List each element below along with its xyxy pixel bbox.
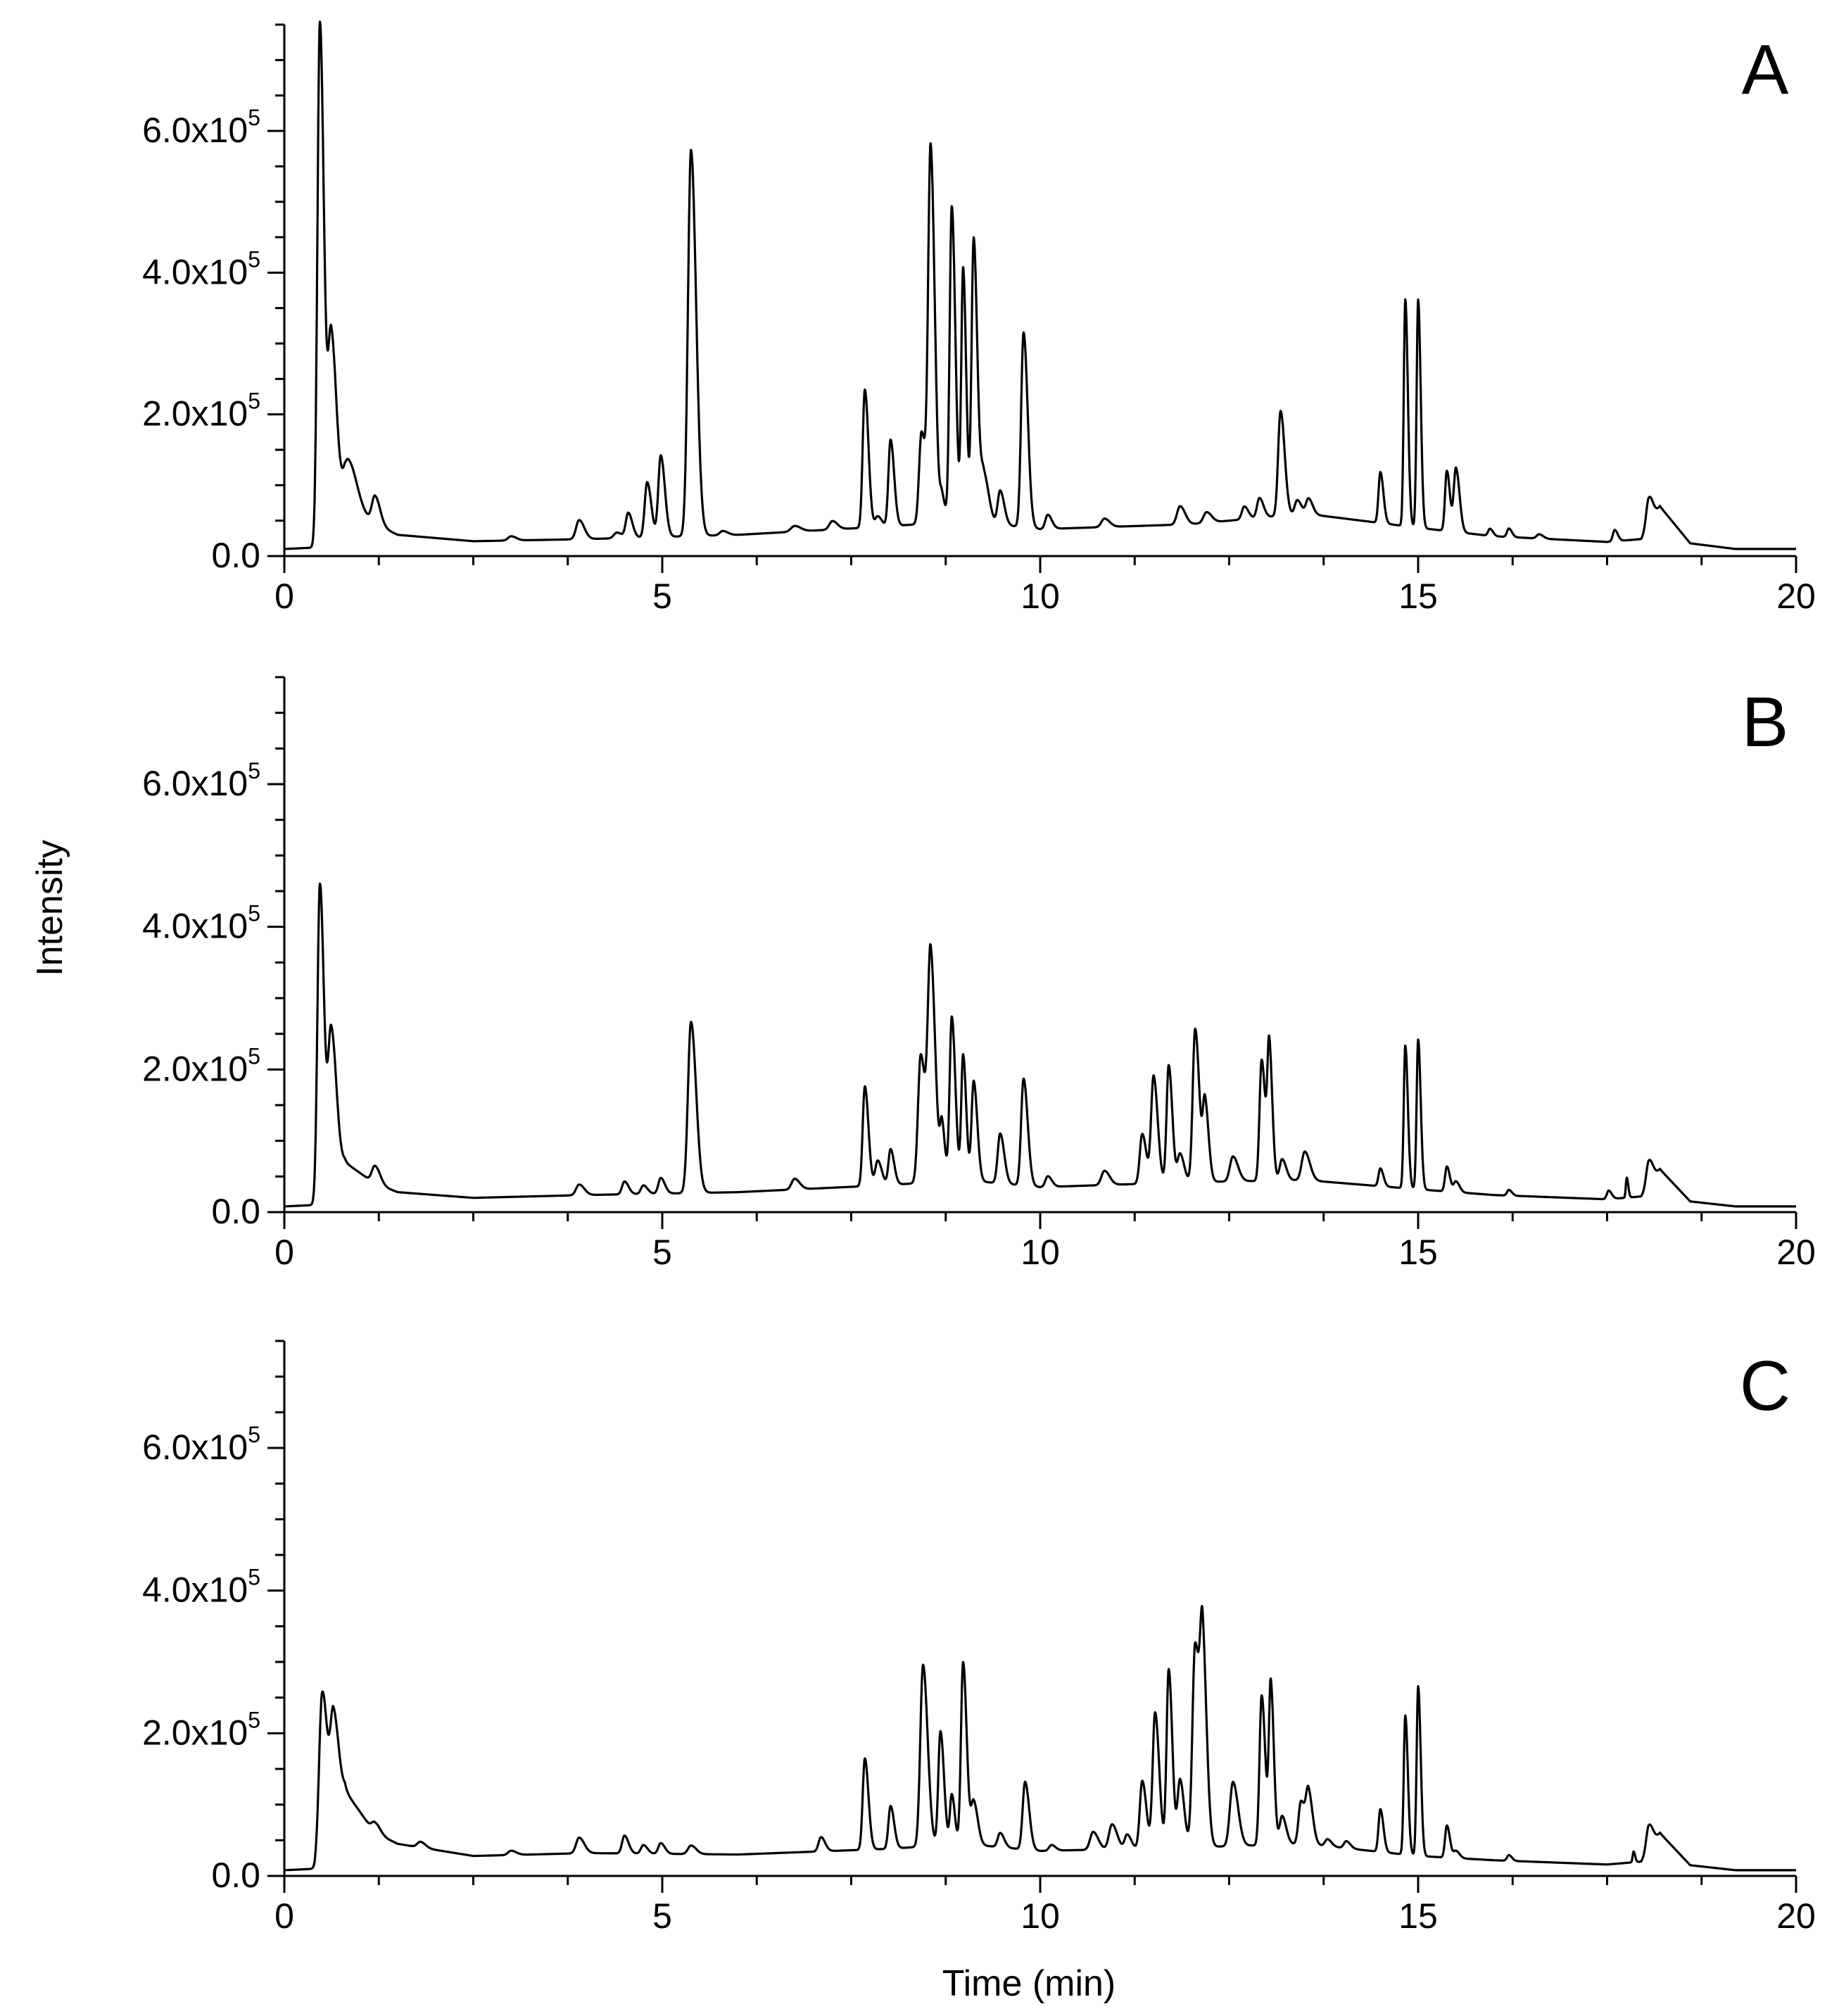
y-tick-label: 2.0x105 (142, 389, 260, 434)
y-tick-exponent: 5 (248, 246, 260, 272)
x-tick-label: 20 (1776, 1896, 1816, 1936)
y-tick-label: 2.0x105 (142, 1707, 260, 1752)
x-tick-label: 5 (652, 1233, 672, 1272)
y-tick-exponent: 5 (248, 901, 260, 926)
x-tick-label: 5 (652, 1896, 672, 1936)
panel-b: 0 5 10 15 20 0.0 2.0x105 4.0x105 6.0x105 B (142, 676, 1816, 1272)
panel-letter: B (1742, 683, 1789, 762)
x-tick-label: 0 (274, 577, 294, 616)
x-tick-label: 15 (1398, 1896, 1438, 1936)
y-tick-exponent: 5 (248, 1565, 260, 1590)
x-tick-label: 10 (1020, 1233, 1060, 1272)
y-tick-label: 6.0x105 (142, 1422, 260, 1467)
y-tick-exponent: 5 (248, 1043, 260, 1069)
chromatogram-trace (283, 1604, 1797, 1872)
x-tick-label: 0 (274, 1896, 294, 1936)
y-tick-label: 4.0x105 (142, 901, 260, 946)
panel-letter: A (1742, 30, 1789, 109)
y-tick-label: 6.0x105 (142, 758, 260, 803)
chromatogram-trace (283, 20, 1797, 550)
y-tick-label: 2.0x105 (142, 1043, 260, 1088)
x-tick-label: 10 (1020, 1896, 1060, 1936)
y-tick-exponent: 5 (248, 389, 260, 414)
x-axis-label: Time (min) (942, 1963, 1116, 2004)
x-tick-label: 0 (274, 1233, 294, 1272)
panel-a: 0 5 10 15 20 0.0 2.0x105 4.0x105 6.0x105 A (142, 20, 1816, 616)
y-tick-label: 0.0 (211, 536, 260, 575)
y-tick-label: 0.0 (211, 1192, 260, 1231)
x-tick-label: 20 (1776, 1233, 1816, 1272)
y-tick-label: 4.0x105 (142, 246, 260, 291)
y-tick-label: 4.0x105 (142, 1565, 260, 1610)
y-tick-exponent: 5 (248, 105, 260, 130)
x-tick-label: 20 (1776, 577, 1816, 616)
x-tick-label: 15 (1398, 1233, 1438, 1272)
x-tick-label: 5 (652, 577, 672, 616)
y-tick-exponent: 5 (248, 758, 260, 783)
chromatogram-trace (283, 882, 1797, 1208)
y-tick-exponent: 5 (248, 1422, 260, 1447)
y-tick-label: 6.0x105 (142, 105, 260, 150)
y-axis-label: Intensity (30, 840, 70, 976)
y-tick-exponent: 5 (248, 1707, 260, 1732)
panel-letter: C (1740, 1347, 1790, 1425)
y-tick-label: 0.0 (211, 1856, 260, 1895)
x-tick-label: 15 (1398, 577, 1438, 616)
panel-c: 0 5 10 15 20 0.0 2.0x105 4.0x105 6.0x105 C (142, 1340, 1816, 1936)
x-tick-label: 10 (1020, 577, 1060, 616)
